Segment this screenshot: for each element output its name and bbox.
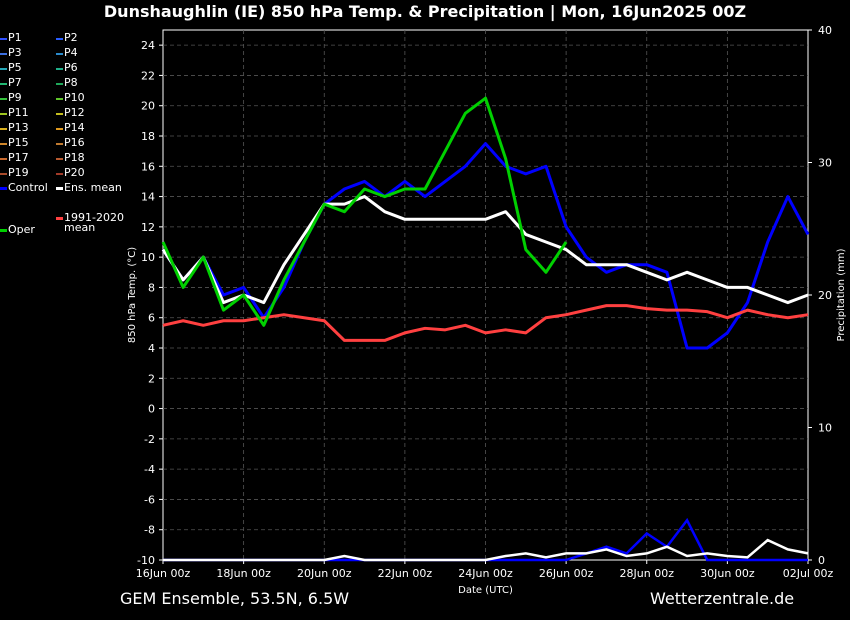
legend-swatch bbox=[56, 158, 63, 160]
legend-label: P11 bbox=[8, 106, 29, 119]
y-right-axis-label: Precipitation (mm) bbox=[836, 248, 847, 341]
y-tick-label: 18 bbox=[141, 130, 155, 143]
x-tick-label: 24Jun 00z bbox=[458, 567, 513, 580]
y-tick-label: -4 bbox=[144, 463, 155, 476]
x-tick-label: 28Jun 00z bbox=[620, 567, 675, 580]
y-tick-label: 0 bbox=[148, 403, 155, 416]
legend-swatch bbox=[0, 158, 7, 160]
legend-label: Ens. mean bbox=[64, 181, 122, 194]
legend-label: P1 bbox=[8, 31, 22, 44]
y-tick-label: 8 bbox=[148, 281, 155, 294]
legend-swatch bbox=[0, 113, 7, 115]
y-right-tick-label: 40 bbox=[818, 24, 832, 37]
legend-swatch bbox=[56, 83, 63, 85]
legend-swatch bbox=[56, 68, 63, 70]
legend-swatch bbox=[56, 143, 63, 145]
legend-label: Control bbox=[8, 181, 48, 194]
y-right-tick-label: 0 bbox=[818, 554, 825, 567]
legend-swatch bbox=[56, 187, 63, 190]
y-tick-label: 14 bbox=[141, 191, 155, 204]
x-tick-label: 20Jun 00z bbox=[297, 567, 352, 580]
y-tick-label: 10 bbox=[141, 251, 155, 264]
legend-label: P8 bbox=[64, 76, 78, 89]
legend-label: P16 bbox=[64, 136, 85, 149]
temp-line-ens-mean bbox=[161, 195, 809, 305]
y-tick-label: -8 bbox=[144, 524, 155, 537]
legend-swatch bbox=[56, 173, 63, 175]
legend-label: P9 bbox=[8, 91, 22, 104]
legend-label: P18 bbox=[64, 151, 85, 164]
legend-label: P7 bbox=[8, 76, 22, 89]
legend-label: P20 bbox=[64, 166, 85, 179]
y-tick-label: 6 bbox=[148, 312, 155, 325]
legend-swatch bbox=[56, 113, 63, 115]
y-right-tick-label: 30 bbox=[818, 157, 832, 170]
x-axis-label: Date (UTC) bbox=[458, 585, 513, 596]
legend-label-clim-mean-2: mean bbox=[64, 221, 96, 234]
y-tick-label: 4 bbox=[148, 342, 155, 355]
legend-label: P10 bbox=[64, 91, 85, 104]
legend-swatch bbox=[0, 98, 7, 100]
legend-label: P4 bbox=[64, 46, 78, 59]
legend-swatch bbox=[56, 217, 63, 220]
legend-label: P5 bbox=[8, 61, 22, 74]
legend-swatch bbox=[0, 229, 7, 232]
y-tick-label: 22 bbox=[141, 69, 155, 82]
y-tick-label: 12 bbox=[141, 221, 155, 234]
footer-site-name: Wetterzentrale.de bbox=[650, 589, 795, 608]
legend-label: P3 bbox=[8, 46, 22, 59]
legend-label: 1991-2020 bbox=[64, 211, 124, 224]
legend-label: P19 bbox=[8, 166, 29, 179]
y-tick-label: -6 bbox=[144, 493, 155, 506]
legend-swatch bbox=[0, 83, 7, 85]
y-right-tick-label: 10 bbox=[818, 422, 832, 435]
y-tick-label: 24 bbox=[141, 39, 155, 52]
legend-swatch bbox=[56, 38, 63, 40]
legend-label: P2 bbox=[64, 31, 78, 44]
legend-swatch bbox=[56, 98, 63, 100]
y-tick-label: 16 bbox=[141, 160, 155, 173]
legend-label: P12 bbox=[64, 106, 85, 119]
y-tick-label: -2 bbox=[144, 433, 155, 446]
legend-swatch bbox=[0, 173, 7, 175]
legend-swatch bbox=[0, 68, 7, 70]
legend-label: P15 bbox=[8, 136, 29, 149]
precip-line-ens-mean bbox=[163, 538, 809, 562]
legend-label: P14 bbox=[64, 121, 85, 134]
y-tick-label: 2 bbox=[148, 372, 155, 385]
legend-label: P17 bbox=[8, 151, 29, 164]
legend-swatch bbox=[0, 38, 7, 40]
legend-label: Oper bbox=[8, 223, 35, 236]
y-tick-label: 20 bbox=[141, 100, 155, 113]
y-tick-label: -10 bbox=[137, 554, 155, 567]
x-tick-label: 30Jun 00z bbox=[700, 567, 755, 580]
legend-swatch bbox=[0, 53, 7, 55]
x-tick-label: 16Jun 00z bbox=[136, 567, 191, 580]
legend-swatch bbox=[0, 143, 7, 145]
chart-title: Dunshaughlin (IE) 850 hPa Temp. & Precip… bbox=[103, 2, 747, 21]
x-tick-label: 22Jun 00z bbox=[378, 567, 433, 580]
temp-line-oper bbox=[161, 96, 568, 327]
legend-label: P6 bbox=[64, 61, 78, 74]
temp-line-1991-2020-mean bbox=[162, 304, 809, 342]
x-tick-label: 02Jul 00z bbox=[783, 567, 834, 580]
legend: P1 P2 P3 P4 P5 P6 P7 P8 P9 P10 P11 P12 P13 P14 P15 P16 P… bbox=[0, 32, 130, 252]
legend-swatch bbox=[0, 187, 7, 190]
y-axis-label: 850 hPa Temp. (°C) bbox=[127, 247, 138, 343]
legend-label: P13 bbox=[8, 121, 29, 134]
y-right-tick-label: 20 bbox=[818, 289, 832, 302]
legend-swatch bbox=[56, 53, 63, 55]
legend-swatch bbox=[0, 128, 7, 130]
x-tick-label: 26Jun 00z bbox=[539, 567, 594, 580]
x-tick-label: 18Jun 00z bbox=[216, 567, 271, 580]
legend-swatch bbox=[56, 128, 63, 130]
footer-model-info: GEM Ensemble, 53.5N, 6.5W bbox=[120, 589, 350, 608]
